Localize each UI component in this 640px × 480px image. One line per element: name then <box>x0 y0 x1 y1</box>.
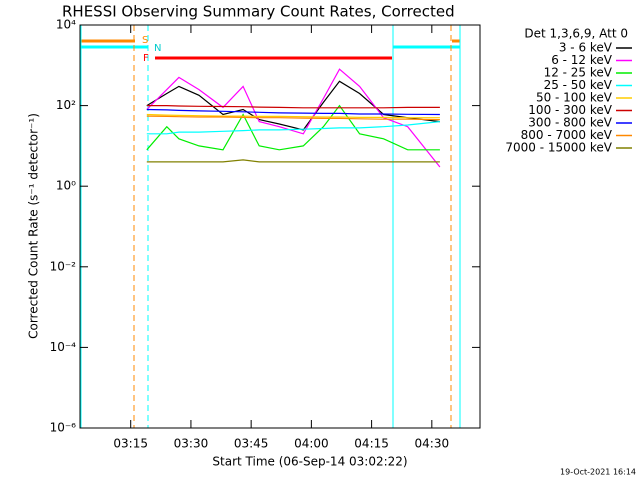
y-tick-label: 10⁴ <box>56 18 76 32</box>
series-line <box>146 159 440 163</box>
legend-label: 12 - 25 keV <box>544 66 613 80</box>
legend-label: 100 - 300 keV <box>528 103 612 117</box>
series-line <box>146 121 440 135</box>
legend-title: Det 1,3,6,9, Att 0 <box>524 27 628 41</box>
y-tick-label: 10⁻² <box>50 259 77 273</box>
y-tick-label: 10⁻⁴ <box>50 340 77 354</box>
legend-label: 300 - 800 keV <box>528 116 612 130</box>
legend-label: 800 - 7000 keV <box>521 128 613 142</box>
legend-label: 7000 - 15000 keV <box>505 141 612 155</box>
flag-label: F <box>143 53 149 64</box>
x-tick-label: 03:30 <box>174 437 209 451</box>
series-line <box>146 104 440 151</box>
x-tick-label: 03:15 <box>113 437 148 451</box>
x-tick-label: 04:00 <box>294 437 329 451</box>
x-tick-label: 04:30 <box>415 437 450 451</box>
flag-label: N <box>154 43 161 54</box>
series-line <box>146 108 440 116</box>
x-tick-label: 03:45 <box>234 437 269 451</box>
x-axis-label: Start Time (06-Sep-14 03:02:22) <box>212 455 407 469</box>
footer: 19-Oct-2021 16:14 <box>560 468 636 477</box>
flag-label: S <box>142 35 148 46</box>
legend-label: 25 - 50 keV <box>544 78 613 92</box>
legend-label: 50 - 100 keV <box>536 91 613 105</box>
series-line <box>146 105 440 109</box>
chart-title: RHESSI Observing Summary Count Rates, Co… <box>62 3 455 21</box>
y-tick-label: 10⁰ <box>56 179 76 193</box>
x-tick-label: 04:15 <box>354 437 389 451</box>
y-tick-label: 10² <box>56 98 76 112</box>
series-line <box>146 115 440 121</box>
plot-frame <box>79 24 481 429</box>
flags: S N F <box>80 25 461 428</box>
legend-label: 6 - 12 keV <box>551 53 613 67</box>
legend-label: 3 - 6 keV <box>559 41 613 55</box>
y-axis-label: Corrected Count Rate (s⁻¹ detector⁻¹) <box>27 113 41 339</box>
series-line <box>146 113 440 119</box>
y-tick-label: 10⁻⁶ <box>50 421 77 435</box>
